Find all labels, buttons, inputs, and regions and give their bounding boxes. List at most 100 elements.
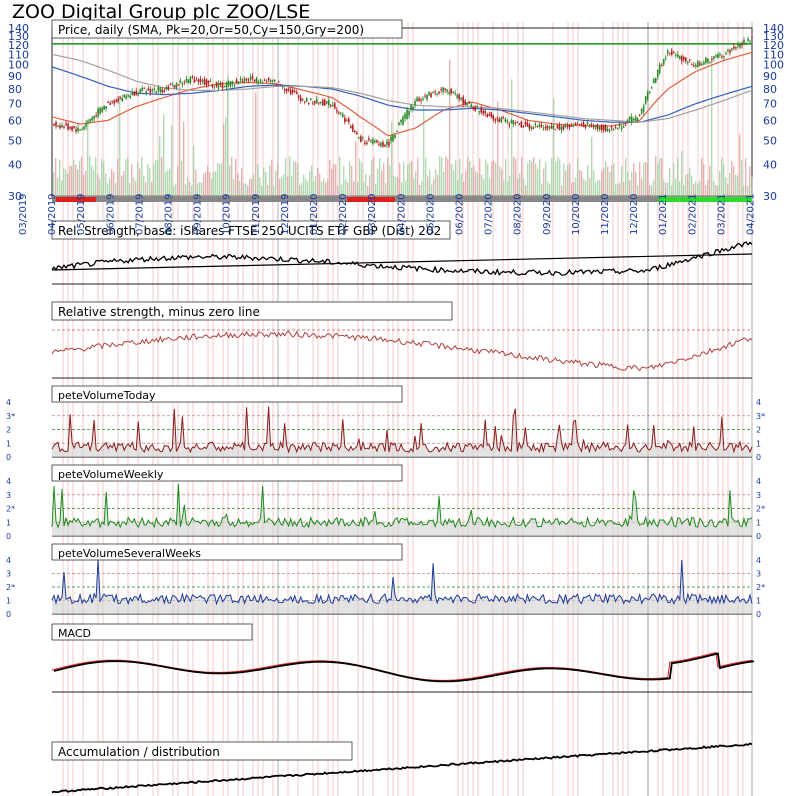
candle-body xyxy=(115,100,117,103)
period-stripe xyxy=(612,22,614,796)
period-stripe xyxy=(262,22,264,796)
candle-body xyxy=(311,103,314,105)
candle-body xyxy=(574,123,577,125)
price-tick-label-right: 80 xyxy=(763,83,777,96)
candle-body xyxy=(440,89,442,91)
candle-body xyxy=(608,129,611,131)
candle-body xyxy=(291,89,294,93)
volume-bar xyxy=(537,168,539,196)
volume-tick-label-right: 0 xyxy=(756,610,761,619)
date-tick-label: 06/2020 xyxy=(455,193,466,235)
price-tick-label-left: 140 xyxy=(8,22,29,35)
volume-bar xyxy=(403,162,405,196)
candle-body xyxy=(249,76,252,80)
volume-bar xyxy=(149,167,151,196)
volume-bar xyxy=(253,174,255,196)
candle-body xyxy=(133,91,136,96)
volume-bar xyxy=(503,180,505,196)
candle-body xyxy=(654,77,657,83)
volume-bar xyxy=(371,159,373,196)
candle-body xyxy=(408,110,410,116)
candle-body xyxy=(538,124,541,127)
period-stripe xyxy=(357,22,359,796)
period-stripe xyxy=(177,22,179,796)
volume-bar xyxy=(741,160,743,196)
candle-body xyxy=(432,91,434,93)
volume-bar xyxy=(677,158,679,196)
volume-bar xyxy=(611,164,613,196)
volume-bar xyxy=(603,168,605,196)
candle-body xyxy=(388,141,390,146)
candle-body xyxy=(564,124,567,128)
candle-body xyxy=(386,141,388,145)
volume-tick-label-right: 1 xyxy=(756,518,761,527)
volume-bar xyxy=(495,162,497,196)
candle-body xyxy=(281,86,284,88)
candle-body xyxy=(456,95,458,98)
volume-bar xyxy=(159,136,161,196)
volume-several-title: peteVolumeSeveralWeeks xyxy=(58,547,201,560)
candle-body xyxy=(332,105,334,107)
candle-body xyxy=(490,112,493,118)
date-tick-label: 08/2019 xyxy=(164,193,175,235)
volume-bar xyxy=(591,136,593,196)
volume-bar xyxy=(373,156,375,196)
candle-body xyxy=(157,87,160,91)
candle-body xyxy=(309,98,312,101)
price-tick-label-right: 60 xyxy=(763,114,777,127)
volume-bar xyxy=(649,185,651,196)
volume-bar xyxy=(713,180,715,196)
panel-titles: Price, daily (SMA, Pk=20,Or=50,Cy=150,Gr… xyxy=(51,19,453,761)
volume-bar xyxy=(511,79,513,196)
candle-body xyxy=(123,94,126,98)
volume-bar xyxy=(71,165,73,196)
volume-bar xyxy=(383,163,385,196)
volume-tick-label-right: 0 xyxy=(756,532,761,541)
candle-body xyxy=(75,129,77,132)
volume-bar xyxy=(449,59,451,196)
volume-bar xyxy=(347,182,349,196)
volume-bar xyxy=(275,170,277,196)
candle-body xyxy=(303,101,306,103)
candle-body xyxy=(382,142,384,147)
period-stripe xyxy=(517,22,519,796)
date-tick-label: 05/2019 xyxy=(76,193,87,235)
candle-body xyxy=(410,104,412,110)
candle-body xyxy=(159,87,162,92)
candle-body xyxy=(169,84,172,86)
volume-bar xyxy=(545,161,547,196)
volume-bar xyxy=(247,185,249,196)
candle-body xyxy=(695,64,697,67)
date-axis-ticks: 03/2019 04/2019 05/2019 06/2019 07/2019 08/20… xyxy=(18,193,757,235)
date-tick-label: 06/2019 xyxy=(105,193,116,235)
volume-bar xyxy=(647,163,649,196)
candle-body xyxy=(129,95,132,99)
volume-bar xyxy=(99,179,101,196)
volume-several-line xyxy=(51,559,753,606)
volume-bar xyxy=(141,157,143,196)
volume-bar xyxy=(369,175,371,196)
volume-bar xyxy=(211,178,213,196)
candle-body xyxy=(346,119,348,121)
period-stripe xyxy=(477,22,479,796)
price-tick-label-left: 90 xyxy=(8,70,22,83)
volume-tick-label-right: 4 xyxy=(756,556,761,565)
candle-body xyxy=(735,46,737,49)
price-tick-label-left: 130 xyxy=(8,30,29,43)
volume-bar xyxy=(527,163,529,196)
candle-body xyxy=(506,120,509,123)
volume-bar xyxy=(479,158,481,196)
period-stripe xyxy=(522,22,524,796)
candle-body xyxy=(107,102,109,104)
volume-bar xyxy=(407,164,409,196)
volume-bar xyxy=(299,184,301,196)
volume-bar xyxy=(535,163,537,196)
volume-bar xyxy=(707,180,709,196)
period-stripe xyxy=(212,22,214,796)
candle-body xyxy=(570,125,573,127)
volume-bar xyxy=(457,180,459,196)
volume-bar xyxy=(473,165,475,196)
volume-bar xyxy=(581,170,583,196)
volume-bar xyxy=(55,158,57,196)
candle-body xyxy=(131,91,134,96)
